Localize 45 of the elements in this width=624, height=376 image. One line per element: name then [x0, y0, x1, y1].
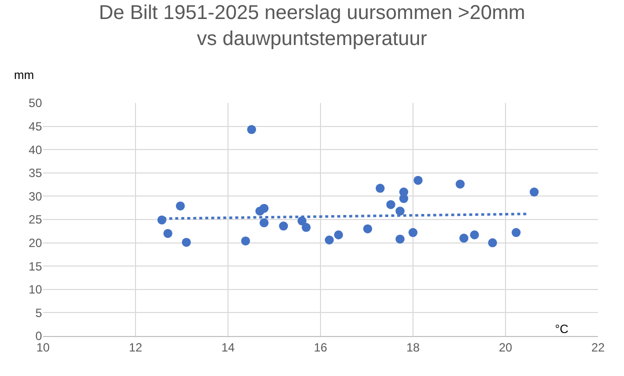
point [488, 238, 498, 248]
x-tick-label: 14 [221, 340, 235, 354]
point [414, 176, 423, 185]
point [176, 201, 185, 210]
point [386, 200, 396, 210]
point [408, 228, 418, 238]
point [302, 222, 311, 232]
y-tick-label: 50 [28, 96, 42, 110]
point [399, 194, 408, 204]
point [324, 236, 334, 244]
y-tick-label: 25 [28, 212, 42, 227]
point [182, 238, 191, 247]
point [396, 206, 405, 216]
y-tick-label: 20 [28, 236, 42, 250]
point [260, 204, 269, 213]
y-tick-label: 10 [28, 282, 42, 297]
point [530, 188, 539, 197]
y-axis-title: mm [14, 68, 34, 82]
point [163, 228, 172, 238]
y-tick-label: 35 [28, 166, 42, 180]
x-tick-label: 16 [314, 340, 328, 354]
chart-title: De Bilt 1951-2025 neerslag uursommen >20mm vs dauwpuntstemperatuur [98, 2, 526, 50]
y-tick-label: 0 [35, 329, 42, 344]
point [470, 230, 480, 240]
x-axis-title: °C [555, 322, 569, 336]
point [241, 236, 250, 246]
point [279, 222, 288, 231]
point [456, 180, 465, 189]
y-tick-label: 45 [28, 120, 42, 134]
y-tick-label: 30 [28, 189, 42, 204]
y-tick-label: 5 [35, 306, 42, 320]
point [334, 230, 344, 240]
x-tick-label: 18 [406, 340, 420, 354]
x-tick-label: 22 [591, 340, 605, 354]
x-tick-label: 20 [498, 340, 512, 354]
y-tick-label: 15 [28, 259, 42, 274]
point [459, 234, 468, 243]
x-tick-label: 12 [128, 340, 142, 354]
point [376, 184, 385, 193]
point [512, 228, 521, 238]
point [260, 218, 269, 228]
point [247, 125, 256, 134]
point [396, 234, 405, 244]
point [363, 224, 372, 234]
y-tick-label: 40 [28, 142, 42, 157]
